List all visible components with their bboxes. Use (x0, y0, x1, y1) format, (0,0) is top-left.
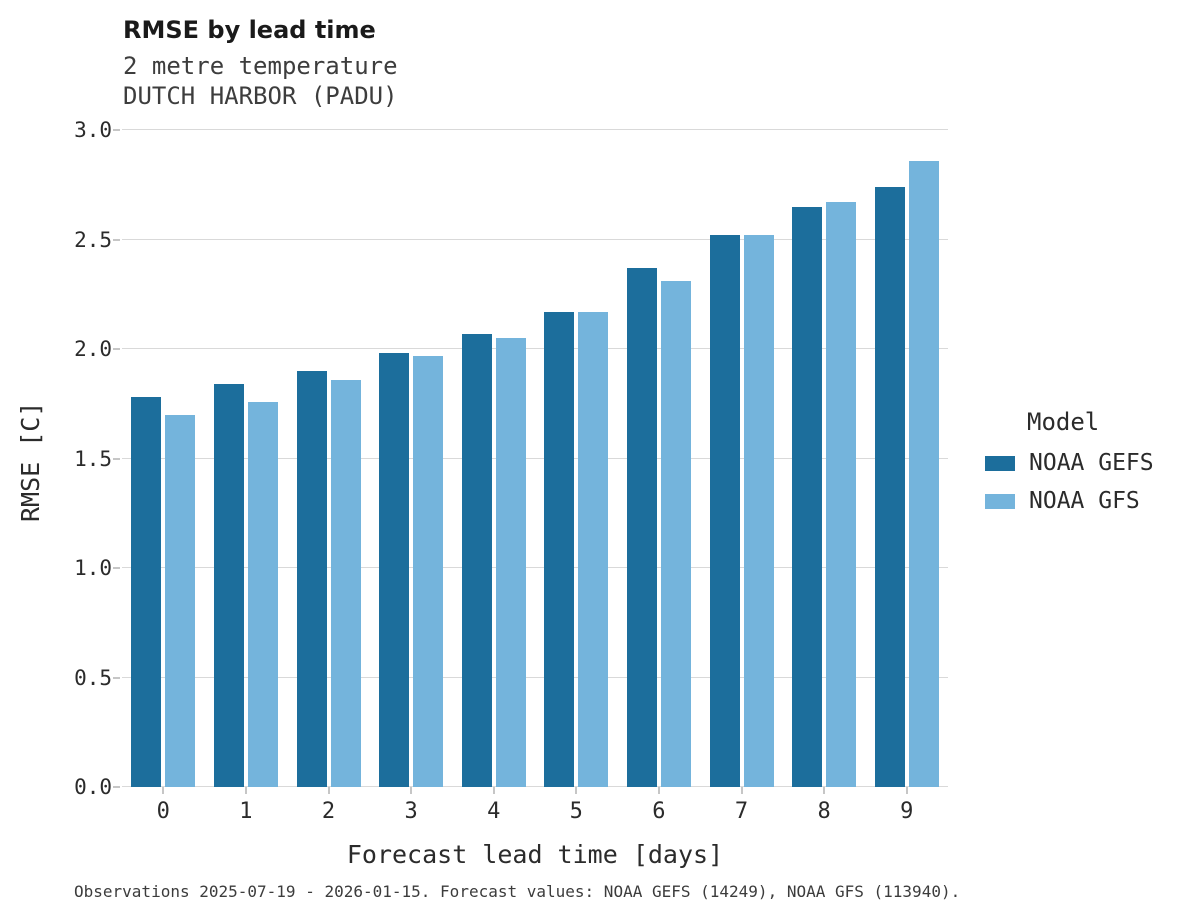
bar-noaa-gfs-day-5 (578, 311, 609, 787)
gridline-2.5 (122, 238, 948, 240)
y-tick-label: 0.0 (74, 775, 112, 799)
bar-noaa-gfs-day-9 (908, 160, 939, 787)
bar-noaa-gefs-day-4 (461, 333, 492, 787)
bar-noaa-gfs-day-2 (330, 379, 361, 787)
legend-item-noaa-gefs: NOAA GEFS (985, 450, 1185, 476)
y-tick-label: 1.0 (74, 556, 112, 580)
x-tick-mark (410, 787, 413, 794)
legend-label-noaa-gefs: NOAA GEFS (1029, 450, 1154, 476)
y-tick-mark (113, 786, 120, 788)
gridline-1.0 (122, 567, 948, 568)
x-tick-mark (905, 787, 908, 794)
gridline-3.0 (122, 129, 948, 130)
x-tick-label: 2 (321, 799, 336, 824)
bar-noaa-gfs-day-6 (660, 281, 691, 787)
gridline-0.5 (122, 676, 948, 678)
x-tick-label: 6 (652, 799, 666, 824)
gridline-2.0 (122, 348, 948, 349)
gridline-0.0 (122, 786, 948, 787)
x-tick-label: 7 (734, 799, 749, 824)
bar-noaa-gefs-day-7 (709, 235, 740, 787)
y-tick-mark (113, 457, 120, 460)
x-tick-mark (244, 787, 247, 794)
legend-swatch-noaa-gfs (985, 493, 1015, 509)
y-tick-mark (113, 348, 120, 350)
x-tick-mark (162, 787, 165, 794)
chart-subtitle-variable: 2 metre temperature (123, 52, 398, 80)
chart-subtitle-station: DUTCH HARBOR (PADU) (123, 82, 398, 110)
x-tick-label: 1 (239, 799, 253, 824)
bar-noaa-gefs-day-2 (296, 370, 327, 787)
bar-noaa-gfs-day-7 (743, 235, 774, 787)
bar-noaa-gfs-day-1 (247, 401, 278, 787)
bar-noaa-gfs-day-0 (165, 414, 196, 787)
bar-noaa-gefs-day-1 (213, 384, 244, 787)
x-tick-mark (575, 787, 578, 794)
y-axis-tick-labels: 0.0 0.5 1.0 1.5 2.0 2.5 3.0 (28, 118, 112, 799)
bar-noaa-gefs-day-5 (544, 311, 575, 787)
y-tick-label: 2.0 (74, 337, 112, 361)
y-tick-label: 2.5 (74, 227, 112, 252)
legend-swatch-noaa-gefs (985, 455, 1015, 471)
x-tick-label: 9 (900, 799, 914, 824)
x-tick-mark (492, 787, 495, 794)
plot-area (113, 129, 948, 794)
x-tick-mark (740, 787, 743, 794)
x-tick-label: 5 (569, 799, 583, 824)
chart-title: RMSE by lead time (123, 16, 376, 44)
bar-noaa-gefs-day-6 (626, 267, 657, 787)
x-tick-mark (823, 787, 826, 794)
x-tick-mark (327, 787, 330, 794)
y-tick-mark (113, 238, 120, 241)
bar-noaa-gefs-day-3 (379, 353, 410, 787)
x-tick-label: 0 (156, 799, 170, 824)
bar-noaa-gfs-day-4 (495, 338, 526, 787)
bar-noaa-gfs-day-8 (826, 202, 857, 787)
x-tick-mark (657, 787, 660, 794)
gridline-1.5 (122, 457, 948, 459)
legend-title: Model (1027, 408, 1100, 436)
y-tick-label: 3.0 (74, 118, 112, 142)
bar-noaa-gefs-day-8 (792, 206, 823, 787)
y-tick-mark (113, 129, 120, 131)
x-tick-label: 3 (404, 799, 418, 824)
legend: Model NOAA GEFS NOAA GFS (985, 408, 1185, 526)
legend-item-noaa-gfs: NOAA GFS (985, 488, 1185, 514)
caption: Observations 2025-07-19 - 2026-01-15. Fo… (74, 882, 961, 901)
y-tick-label: 0.5 (74, 665, 112, 690)
y-tick-mark (113, 567, 120, 569)
bar-noaa-gefs-day-0 (131, 397, 162, 787)
bar-noaa-gefs-day-9 (874, 186, 905, 787)
bar-noaa-gfs-day-3 (413, 355, 444, 787)
y-tick-label: 1.5 (74, 446, 112, 471)
x-axis-label: Forecast lead time [days] (346, 840, 724, 869)
x-tick-label: 8 (817, 799, 831, 824)
legend-label-noaa-gfs: NOAA GFS (1029, 488, 1140, 514)
x-tick-label: 4 (487, 799, 501, 824)
x-axis-tick-labels: 0 1 2 3 4 5 6 7 8 9 (122, 799, 948, 833)
y-tick-mark (113, 676, 120, 679)
